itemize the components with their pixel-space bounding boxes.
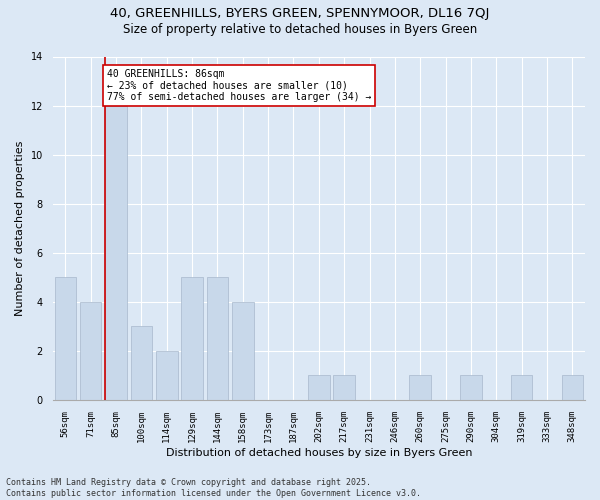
- X-axis label: Distribution of detached houses by size in Byers Green: Distribution of detached houses by size …: [166, 448, 472, 458]
- Bar: [80, 302, 101, 400]
- Text: 40 GREENHILLS: 86sqm
← 23% of detached houses are smaller (10)
77% of semi-detac: 40 GREENHILLS: 86sqm ← 23% of detached h…: [107, 69, 371, 102]
- Bar: [181, 278, 203, 400]
- Bar: [334, 376, 355, 400]
- Bar: [232, 302, 254, 400]
- Y-axis label: Number of detached properties: Number of detached properties: [15, 140, 25, 316]
- Text: 40, GREENHILLS, BYERS GREEN, SPENNYMOOR, DL16 7QJ: 40, GREENHILLS, BYERS GREEN, SPENNYMOOR,…: [110, 8, 490, 20]
- Bar: [562, 376, 583, 400]
- Text: Contains HM Land Registry data © Crown copyright and database right 2025.
Contai: Contains HM Land Registry data © Crown c…: [6, 478, 421, 498]
- Bar: [156, 351, 178, 400]
- Bar: [409, 376, 431, 400]
- Bar: [206, 278, 228, 400]
- Bar: [105, 106, 127, 400]
- Text: Size of property relative to detached houses in Byers Green: Size of property relative to detached ho…: [123, 22, 477, 36]
- Bar: [308, 376, 329, 400]
- Bar: [131, 326, 152, 400]
- Bar: [511, 376, 532, 400]
- Bar: [460, 376, 482, 400]
- Bar: [55, 278, 76, 400]
